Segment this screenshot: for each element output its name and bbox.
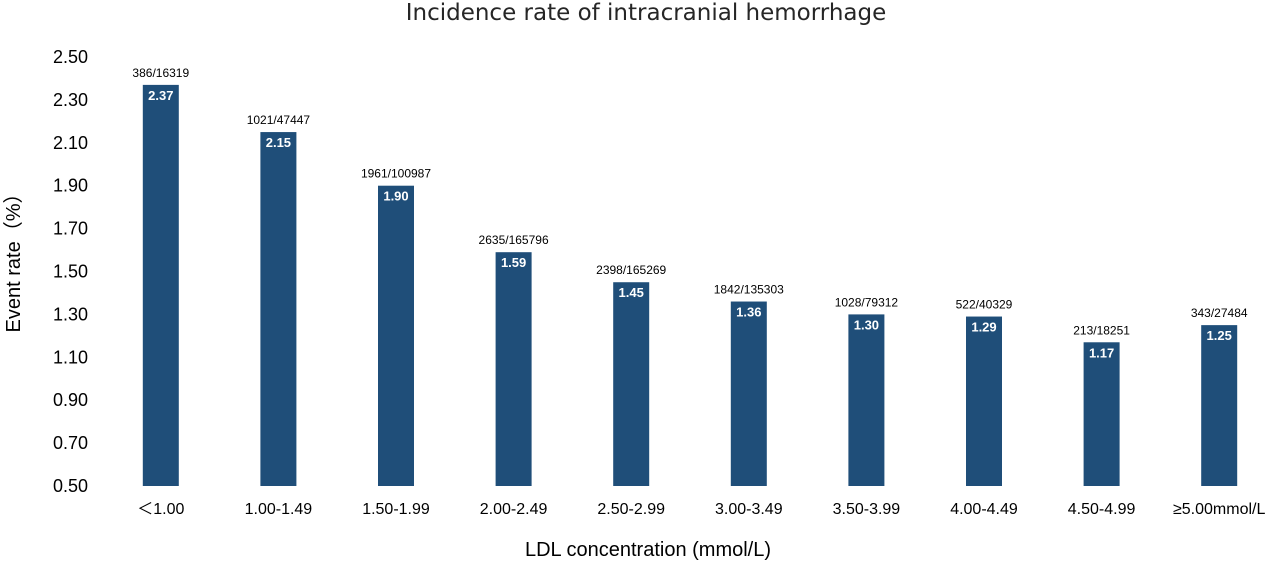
x-tick-label: ≥5.00mmol/L [1173, 501, 1265, 518]
y-tick-label: 0.70 [53, 433, 88, 453]
bar [613, 282, 650, 486]
y-axis-label: Event rate（%） [2, 184, 25, 333]
y-tick-label: 1.90 [53, 176, 88, 196]
y-tick-label: 2.30 [53, 90, 88, 110]
bar [730, 301, 767, 486]
bar-value-label: 1.59 [501, 255, 526, 270]
bar-annotation: 386/16319 [132, 66, 189, 80]
bar [848, 314, 885, 486]
x-axis-label: LDL concentration (mmol/L) [525, 539, 771, 561]
bar-annotation: 2398/165269 [596, 263, 666, 277]
bar-value-label: 1.29 [971, 320, 996, 335]
bars: 2.37 386/16319 2.15 1021/47447 1.90 1961/1009… [132, 66, 1248, 486]
y-tick-label: 2.10 [53, 133, 88, 153]
bar [260, 132, 297, 486]
y-axis-ticks: 0.50 0.70 0.90 1.10 1.30 1.50 1.70 1.90 2.10 2.30… [53, 47, 88, 496]
y-tick-label: 0.50 [53, 476, 88, 496]
bar-value-label: 2.37 [148, 88, 173, 103]
bar-annotation: 1028/79312 [835, 295, 899, 309]
bar-value-label: 2.15 [266, 135, 291, 150]
x-tick-label: 4.50-4.99 [1068, 501, 1136, 518]
x-axis-ticks: ＜1.00 1.00-1.49 1.50-1.99 2.00-2.49 2.50-2.9… [137, 501, 1265, 518]
x-tick-label: 2.00-2.49 [480, 501, 548, 518]
bar [1201, 325, 1238, 486]
y-tick-label: 1.70 [53, 219, 88, 239]
x-tick-label: 1.50-1.99 [362, 501, 430, 518]
bar-annotation: 1961/100987 [361, 167, 431, 181]
y-tick-label: 1.30 [53, 304, 88, 324]
bar-annotation: 1021/47447 [247, 113, 311, 127]
bar [378, 185, 414, 486]
x-tick-label: 1.00-1.49 [245, 501, 313, 518]
bar [1083, 342, 1120, 486]
bar-value-label: 1.45 [619, 285, 644, 300]
y-tick-label: 2.50 [53, 47, 88, 67]
x-tick-label: ＜1.00 [137, 501, 184, 518]
chart-title: Incidence rate of intracranial hemorrhag… [406, 0, 887, 26]
bar-annotation: 1842/135303 [714, 283, 784, 297]
bar-annotation: 522/40329 [956, 298, 1013, 312]
y-tick-label: 1.10 [53, 347, 88, 367]
bar-value-label: 1.30 [854, 317, 879, 332]
y-tick-label: 1.50 [53, 262, 88, 282]
x-tick-label: 3.00-3.49 [715, 501, 783, 518]
bar [966, 316, 1002, 486]
bar-value-label: 1.90 [383, 189, 408, 204]
x-tick-label: 2.50-2.99 [597, 501, 665, 518]
y-tick-label: 0.90 [53, 390, 88, 410]
bar-annotation: 213/18251 [1073, 323, 1130, 337]
bar-annotation: 343/27484 [1191, 306, 1248, 320]
x-tick-label: 3.50-3.99 [833, 501, 901, 518]
bar [495, 252, 532, 486]
bar-annotation: 2635/165796 [479, 233, 549, 247]
bar-value-label: 1.36 [736, 305, 761, 320]
bar-value-label: 1.25 [1207, 328, 1232, 343]
x-tick-label: 4.00-4.49 [950, 501, 1018, 518]
bar-value-label: 1.17 [1089, 345, 1114, 360]
bar [142, 84, 179, 486]
